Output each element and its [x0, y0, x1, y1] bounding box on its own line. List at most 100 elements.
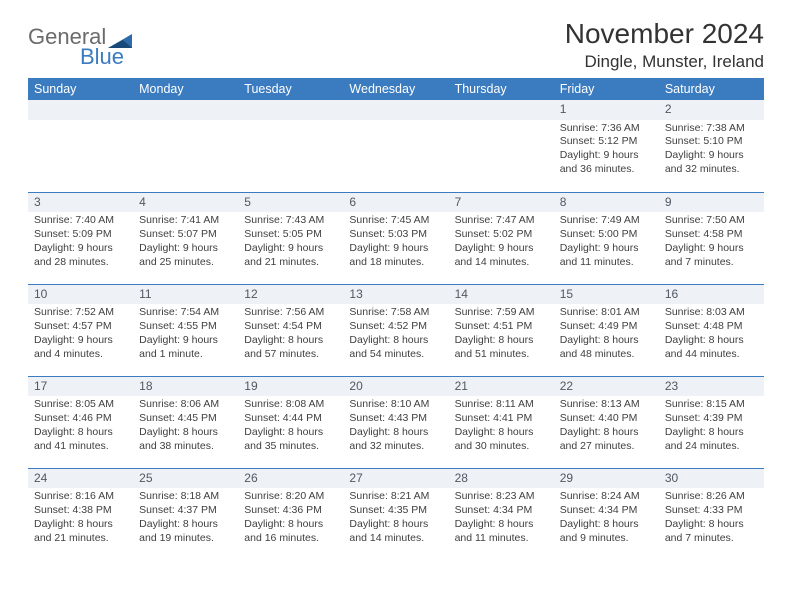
brand-part2: Blue — [80, 44, 124, 70]
sunset-text: Sunset: 4:36 PM — [244, 504, 337, 518]
sunrise-text: Sunrise: 7:56 AM — [244, 306, 337, 320]
calendar-cell: 10Sunrise: 7:52 AMSunset: 4:57 PMDayligh… — [28, 284, 133, 376]
calendar-cell — [238, 100, 343, 192]
brand-logo: General Blue — [28, 18, 134, 70]
sunrise-text: Sunrise: 8:16 AM — [34, 490, 127, 504]
sunset-text: Sunset: 4:52 PM — [349, 320, 442, 334]
sunset-text: Sunset: 4:44 PM — [244, 412, 337, 426]
daylight-text: Daylight: 8 hours and 27 minutes. — [560, 426, 653, 454]
sunset-text: Sunset: 4:46 PM — [34, 412, 127, 426]
daylight-text: Daylight: 9 hours and 18 minutes. — [349, 242, 442, 270]
day-info: Sunrise: 8:24 AMSunset: 4:34 PMDaylight:… — [560, 490, 653, 545]
daylight-text: Daylight: 9 hours and 32 minutes. — [665, 149, 758, 177]
daylight-text: Daylight: 8 hours and 35 minutes. — [244, 426, 337, 454]
day-info: Sunrise: 8:26 AMSunset: 4:33 PMDaylight:… — [665, 490, 758, 545]
calendar-cell — [343, 100, 448, 192]
calendar-cell: 15Sunrise: 8:01 AMSunset: 4:49 PMDayligh… — [554, 284, 659, 376]
daylight-text: Daylight: 8 hours and 54 minutes. — [349, 334, 442, 362]
sunset-text: Sunset: 4:51 PM — [455, 320, 548, 334]
day-info: Sunrise: 7:43 AMSunset: 5:05 PMDaylight:… — [244, 214, 337, 269]
sunrise-text: Sunrise: 7:52 AM — [34, 306, 127, 320]
sunrise-text: Sunrise: 7:59 AM — [455, 306, 548, 320]
day-info: Sunrise: 8:21 AMSunset: 4:35 PMDaylight:… — [349, 490, 442, 545]
sunset-text: Sunset: 4:40 PM — [560, 412, 653, 426]
day-number — [28, 100, 133, 120]
sunrise-text: Sunrise: 8:24 AM — [560, 490, 653, 504]
sunset-text: Sunset: 4:33 PM — [665, 504, 758, 518]
month-title: November 2024 — [565, 18, 764, 50]
day-info: Sunrise: 8:10 AMSunset: 4:43 PMDaylight:… — [349, 398, 442, 453]
calendar-cell: 8Sunrise: 7:49 AMSunset: 5:00 PMDaylight… — [554, 192, 659, 284]
day-number: 4 — [133, 193, 238, 213]
sunrise-text: Sunrise: 8:26 AM — [665, 490, 758, 504]
day-number: 1 — [554, 100, 659, 120]
day-info: Sunrise: 7:49 AMSunset: 5:00 PMDaylight:… — [560, 214, 653, 269]
daylight-text: Daylight: 9 hours and 36 minutes. — [560, 149, 653, 177]
day-info: Sunrise: 7:52 AMSunset: 4:57 PMDaylight:… — [34, 306, 127, 361]
day-info: Sunrise: 8:03 AMSunset: 4:48 PMDaylight:… — [665, 306, 758, 361]
daylight-text: Daylight: 9 hours and 4 minutes. — [34, 334, 127, 362]
day-number: 8 — [554, 193, 659, 213]
day-number: 5 — [238, 193, 343, 213]
calendar-row: 17Sunrise: 8:05 AMSunset: 4:46 PMDayligh… — [28, 376, 764, 468]
sunrise-text: Sunrise: 7:40 AM — [34, 214, 127, 228]
calendar-cell: 14Sunrise: 7:59 AMSunset: 4:51 PMDayligh… — [449, 284, 554, 376]
calendar-cell: 13Sunrise: 7:58 AMSunset: 4:52 PMDayligh… — [343, 284, 448, 376]
day-number: 10 — [28, 285, 133, 305]
day-number: 27 — [343, 469, 448, 489]
weekday-header: Saturday — [659, 78, 764, 100]
daylight-text: Daylight: 8 hours and 57 minutes. — [244, 334, 337, 362]
calendar-cell: 19Sunrise: 8:08 AMSunset: 4:44 PMDayligh… — [238, 376, 343, 468]
day-info: Sunrise: 8:15 AMSunset: 4:39 PMDaylight:… — [665, 398, 758, 453]
calendar-row: 24Sunrise: 8:16 AMSunset: 4:38 PMDayligh… — [28, 468, 764, 560]
sunrise-text: Sunrise: 7:41 AM — [139, 214, 232, 228]
header: General Blue November 2024 Dingle, Munst… — [28, 18, 764, 72]
sunset-text: Sunset: 5:03 PM — [349, 228, 442, 242]
day-info: Sunrise: 7:47 AMSunset: 5:02 PMDaylight:… — [455, 214, 548, 269]
day-number: 6 — [343, 193, 448, 213]
day-number: 21 — [449, 377, 554, 397]
day-info: Sunrise: 8:18 AMSunset: 4:37 PMDaylight:… — [139, 490, 232, 545]
sunrise-text: Sunrise: 8:20 AM — [244, 490, 337, 504]
sunrise-text: Sunrise: 7:43 AM — [244, 214, 337, 228]
header-right: November 2024 Dingle, Munster, Ireland — [565, 18, 764, 72]
daylight-text: Daylight: 8 hours and 7 minutes. — [665, 518, 758, 546]
calendar-cell: 23Sunrise: 8:15 AMSunset: 4:39 PMDayligh… — [659, 376, 764, 468]
day-number: 12 — [238, 285, 343, 305]
sunrise-text: Sunrise: 8:08 AM — [244, 398, 337, 412]
sunset-text: Sunset: 5:09 PM — [34, 228, 127, 242]
sunrise-text: Sunrise: 7:45 AM — [349, 214, 442, 228]
day-number: 13 — [343, 285, 448, 305]
day-number: 24 — [28, 469, 133, 489]
calendar-cell: 29Sunrise: 8:24 AMSunset: 4:34 PMDayligh… — [554, 468, 659, 560]
day-info: Sunrise: 8:06 AMSunset: 4:45 PMDaylight:… — [139, 398, 232, 453]
day-number: 3 — [28, 193, 133, 213]
day-number: 19 — [238, 377, 343, 397]
calendar-body: 1Sunrise: 7:36 AMSunset: 5:12 PMDaylight… — [28, 100, 764, 560]
calendar-cell: 3Sunrise: 7:40 AMSunset: 5:09 PMDaylight… — [28, 192, 133, 284]
day-info: Sunrise: 7:41 AMSunset: 5:07 PMDaylight:… — [139, 214, 232, 269]
day-info: Sunrise: 7:45 AMSunset: 5:03 PMDaylight:… — [349, 214, 442, 269]
day-info: Sunrise: 8:13 AMSunset: 4:40 PMDaylight:… — [560, 398, 653, 453]
sunset-text: Sunset: 4:45 PM — [139, 412, 232, 426]
sunset-text: Sunset: 5:00 PM — [560, 228, 653, 242]
daylight-text: Daylight: 8 hours and 51 minutes. — [455, 334, 548, 362]
daylight-text: Daylight: 9 hours and 21 minutes. — [244, 242, 337, 270]
calendar-cell: 9Sunrise: 7:50 AMSunset: 4:58 PMDaylight… — [659, 192, 764, 284]
day-number: 29 — [554, 469, 659, 489]
sunrise-text: Sunrise: 8:21 AM — [349, 490, 442, 504]
day-number: 22 — [554, 377, 659, 397]
weekday-header: Monday — [133, 78, 238, 100]
daylight-text: Daylight: 8 hours and 38 minutes. — [139, 426, 232, 454]
daylight-text: Daylight: 9 hours and 25 minutes. — [139, 242, 232, 270]
daylight-text: Daylight: 8 hours and 19 minutes. — [139, 518, 232, 546]
sunset-text: Sunset: 4:43 PM — [349, 412, 442, 426]
daylight-text: Daylight: 9 hours and 14 minutes. — [455, 242, 548, 270]
sunrise-text: Sunrise: 8:10 AM — [349, 398, 442, 412]
day-number: 15 — [554, 285, 659, 305]
day-number: 16 — [659, 285, 764, 305]
calendar-cell: 20Sunrise: 8:10 AMSunset: 4:43 PMDayligh… — [343, 376, 448, 468]
day-info: Sunrise: 7:59 AMSunset: 4:51 PMDaylight:… — [455, 306, 548, 361]
sunset-text: Sunset: 4:48 PM — [665, 320, 758, 334]
daylight-text: Daylight: 8 hours and 24 minutes. — [665, 426, 758, 454]
